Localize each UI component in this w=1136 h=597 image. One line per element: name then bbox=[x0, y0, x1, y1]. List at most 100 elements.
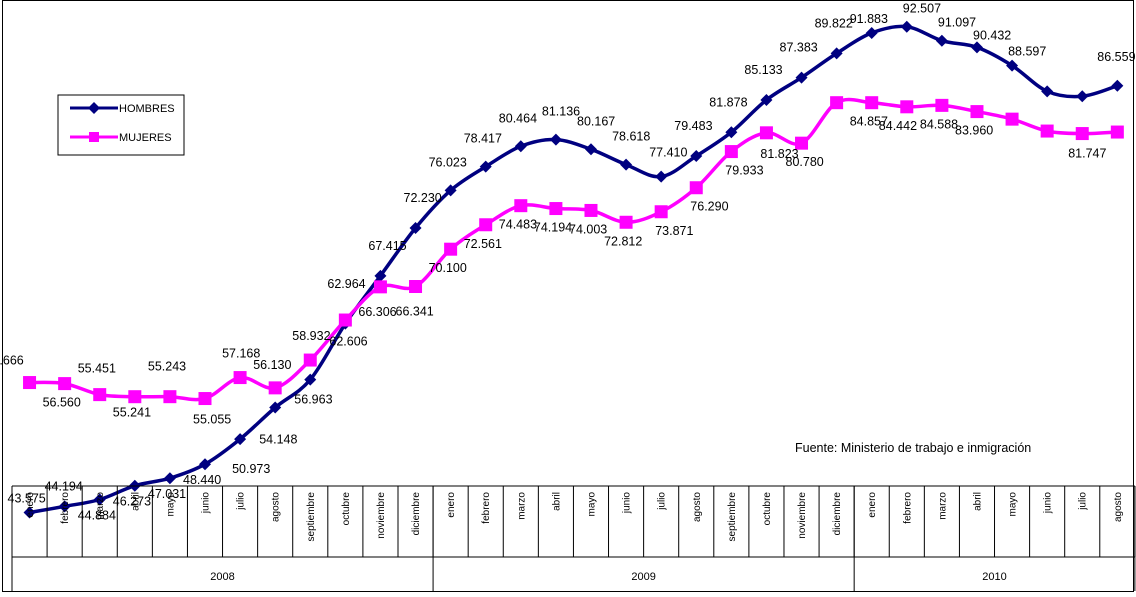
marker-mujeres-19 bbox=[689, 181, 703, 195]
marker-mujeres-16 bbox=[584, 203, 598, 217]
data-label-mujeres-15: 74.194 bbox=[534, 221, 572, 235]
data-label-hombres-6: 50.973 bbox=[232, 462, 270, 476]
marker-mujeres-26 bbox=[935, 98, 949, 112]
data-label-mujeres-16: 74.003 bbox=[569, 222, 607, 236]
month-label-11: diciembre bbox=[411, 492, 422, 536]
month-label-27: abril bbox=[972, 492, 983, 511]
data-label-hombres-22: 87.383 bbox=[780, 41, 818, 55]
month-label-19: agosto bbox=[692, 492, 703, 522]
data-label-hombres-27: 90.432 bbox=[973, 28, 1011, 42]
month-label-10: noviembre bbox=[376, 492, 387, 539]
marker-mujeres-3 bbox=[128, 390, 142, 404]
marker-hombres-0 bbox=[23, 506, 36, 519]
month-label-16: mayo bbox=[586, 492, 597, 517]
marker-hombres-8 bbox=[304, 373, 317, 386]
data-label-hombres-8: 56.963 bbox=[294, 393, 332, 407]
data-label-mujeres-14: 74.483 bbox=[499, 218, 537, 232]
marker-hombres-19 bbox=[690, 150, 703, 163]
legend-mujeres-marker bbox=[89, 132, 99, 142]
data-label-mujeres-12: 70.100 bbox=[429, 261, 467, 275]
data-label-hombres-15: 81.136 bbox=[542, 105, 580, 119]
marker-mujeres-11 bbox=[409, 280, 423, 294]
marker-mujeres-25 bbox=[900, 100, 914, 114]
month-label-14: marzo bbox=[516, 492, 527, 520]
data-label-mujeres-18: 73.871 bbox=[655, 224, 693, 238]
data-label-mujeres-25: 84.442 bbox=[879, 119, 917, 133]
month-label-7: agosto bbox=[271, 492, 282, 522]
month-label-17: junio bbox=[622, 492, 633, 515]
marker-mujeres-10 bbox=[373, 280, 387, 294]
marker-mujeres-0 bbox=[23, 376, 37, 390]
marker-hombres-28 bbox=[1006, 59, 1019, 72]
data-label-hombres-20: 81.878 bbox=[709, 95, 747, 109]
data-label-hombres-31: 86.559 bbox=[1097, 50, 1135, 64]
data-label-mujeres-5: 55.055 bbox=[193, 413, 231, 427]
month-label-8: septiembre bbox=[306, 492, 317, 542]
data-label-mujeres-26: 84.588 bbox=[920, 117, 958, 131]
marker-mujeres-14 bbox=[514, 199, 528, 213]
marker-mujeres-6 bbox=[233, 371, 247, 385]
marker-mujeres-15 bbox=[549, 202, 563, 216]
data-label-mujeres-13: 72.561 bbox=[464, 237, 502, 251]
data-label-mujeres-21: 81.823 bbox=[760, 147, 798, 161]
marker-mujeres-27 bbox=[970, 105, 984, 119]
marker-mujeres-9 bbox=[338, 313, 352, 327]
marker-hombres-4 bbox=[163, 472, 176, 485]
marker-mujeres-12 bbox=[444, 242, 458, 256]
month-label-4: mayo bbox=[165, 492, 176, 517]
data-label-hombres-18: 77.410 bbox=[649, 146, 687, 160]
month-label-5: junio bbox=[200, 492, 211, 515]
marker-hombres-18 bbox=[655, 170, 668, 183]
legend-box bbox=[57, 94, 185, 156]
marker-hombres-6 bbox=[234, 433, 247, 446]
category-axis: enero febrero marzo abril mayo junio julio agos… bbox=[11, 485, 1136, 591]
month-label-24: enero bbox=[867, 492, 878, 518]
data-label-hombres-14: 80.464 bbox=[499, 111, 537, 125]
marker-hombres-22 bbox=[795, 71, 808, 84]
month-label-1: febrero bbox=[60, 492, 71, 524]
series-line-hombres bbox=[29, 24, 1118, 515]
marker-hombres-25 bbox=[900, 20, 913, 33]
marker-mujeres-2 bbox=[93, 388, 107, 402]
marker-hombres-17 bbox=[620, 158, 633, 171]
marker-hombres-16 bbox=[584, 143, 597, 156]
data-labels: 43.57544.19444.88446.27347.03148.44050.9… bbox=[0, 2, 1136, 523]
data-label-hombres-12: 76.023 bbox=[429, 155, 467, 169]
year-label-2009: 2009 bbox=[631, 571, 655, 583]
data-label-hombres-9: 62.606 bbox=[329, 335, 367, 349]
legend-hombres-marker bbox=[88, 102, 100, 114]
data-label-mujeres-24: 84.857 bbox=[850, 115, 888, 129]
month-label-30: julio bbox=[1078, 492, 1089, 511]
data-label-mujeres-8: 58.932 bbox=[292, 329, 330, 343]
marker-hombres-20 bbox=[725, 126, 738, 139]
year-label-2010: 2010 bbox=[982, 571, 1006, 583]
month-label-29: junio bbox=[1043, 492, 1054, 515]
data-label-mujeres-7: 56.130 bbox=[253, 358, 291, 372]
marker-hombres-13 bbox=[479, 160, 492, 173]
marker-mujeres-5 bbox=[198, 392, 212, 406]
data-label-mujeres-0: 56.666 bbox=[0, 354, 24, 368]
month-label-6: julio bbox=[236, 492, 247, 511]
marker-hombres-26 bbox=[935, 34, 948, 47]
data-label-hombres-19: 79.483 bbox=[674, 119, 712, 133]
data-label-hombres-23: 89.822 bbox=[815, 16, 853, 30]
month-label-0: enero bbox=[25, 492, 36, 518]
marker-mujeres-1 bbox=[58, 377, 72, 391]
marker-hombres-31 bbox=[1111, 79, 1124, 92]
data-label-hombres-7: 54.148 bbox=[259, 433, 297, 447]
data-label-mujeres-11: 66.341 bbox=[396, 305, 434, 319]
marker-mujeres-20 bbox=[724, 145, 738, 159]
data-label-hombres-5: 48.440 bbox=[183, 473, 221, 487]
marker-mujeres-24 bbox=[865, 96, 879, 110]
month-label-20: septiembre bbox=[727, 492, 738, 542]
month-label-28: mayo bbox=[1008, 492, 1019, 517]
data-label-mujeres-9: 62.964 bbox=[327, 277, 365, 291]
source-note: Fuente: Ministerio de trabajo e inmigrac… bbox=[795, 441, 1031, 455]
data-label-hombres-11: 72.230 bbox=[404, 191, 442, 205]
marker-hombres-27 bbox=[970, 41, 983, 54]
month-label-9: octubre bbox=[341, 492, 352, 526]
data-label-mujeres-4: 55.243 bbox=[148, 360, 186, 374]
marker-hombres-30 bbox=[1076, 90, 1089, 103]
